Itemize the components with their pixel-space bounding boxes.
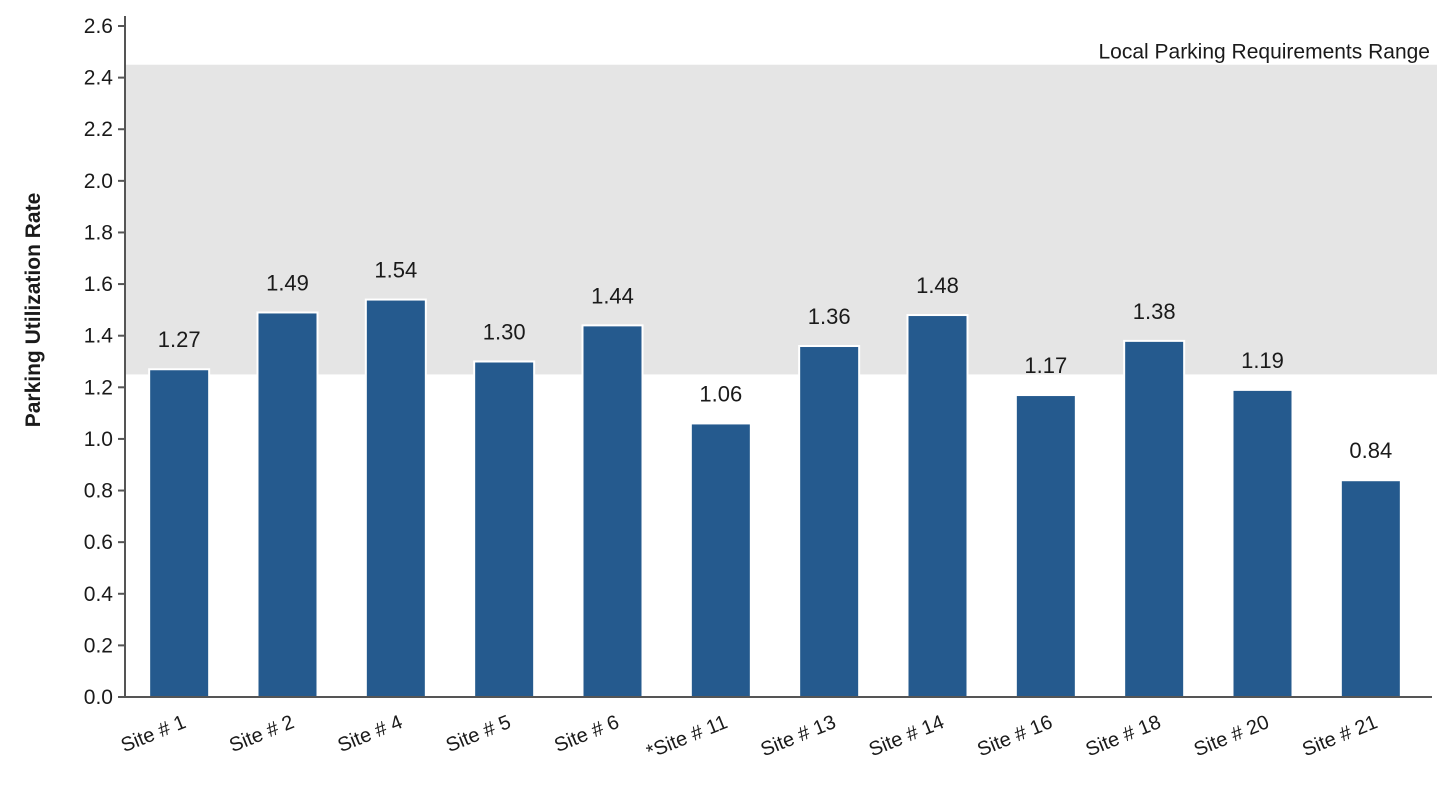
bar-value-label: 1.30 xyxy=(483,320,526,345)
x-tick-label: Site # 5 xyxy=(443,711,514,757)
bar-value-label: 1.54 xyxy=(374,258,417,283)
bar xyxy=(364,298,427,698)
requirements-range-label: Local Parking Requirements Range xyxy=(1098,41,1430,64)
bar xyxy=(1014,394,1077,698)
bar-value-label: 1.06 xyxy=(699,381,742,406)
x-axis: Site # 1 Site # 2 Site # 4 Site # 5 Site # 6… xyxy=(118,696,1432,764)
y-tick-label: 2.0 xyxy=(84,170,113,193)
bar xyxy=(256,311,319,698)
x-tick-label: Site # 13 xyxy=(758,711,839,761)
y-tick-label: 1.0 xyxy=(84,428,113,451)
x-tick-label: Site # 4 xyxy=(335,711,406,757)
bar xyxy=(1339,479,1402,699)
x-tick-label: Site # 20 xyxy=(1191,711,1272,761)
bars-group: 1.27 1.49 1.54 1.30 1.44 1.06 1.36 1.48 1.17 1.38… xyxy=(148,258,1402,699)
y-tick-label: 1.8 xyxy=(84,221,113,244)
x-tick-label: Site # 2 xyxy=(226,711,297,757)
bar-value-label: 1.49 xyxy=(266,270,309,295)
bar xyxy=(148,368,211,698)
y-axis-label: Parking Utilization Rate xyxy=(22,193,45,428)
x-tick-label: Site # 1 xyxy=(118,711,189,757)
x-tick-label: Site # 18 xyxy=(1083,711,1164,761)
y-tick-label: 2.6 xyxy=(84,15,113,38)
bar xyxy=(581,324,644,698)
y-tick-label: 1.4 xyxy=(84,325,114,348)
bar xyxy=(1231,388,1294,698)
bar xyxy=(473,360,536,698)
x-tick-label: *Site # 11 xyxy=(643,711,730,763)
y-tick-label: 0.0 xyxy=(84,686,113,709)
bar-value-label: 0.84 xyxy=(1349,438,1392,463)
bar xyxy=(906,314,969,698)
y-axis: 0.0 0.2 0.4 0.6 0.8 1.0 1.2 1.4 1.6 1.8 2.0 2.2 2.4 2… xyxy=(84,15,126,709)
bar-value-label: 1.27 xyxy=(158,327,201,352)
bar-value-label: 1.36 xyxy=(808,304,851,329)
x-tick-label: Site # 14 xyxy=(866,711,947,761)
x-tick-label: Site # 16 xyxy=(974,711,1055,761)
y-tick-label: 1.6 xyxy=(84,273,113,296)
bar xyxy=(689,422,752,698)
y-tick-label: 0.4 xyxy=(84,583,114,606)
bar-value-label: 1.44 xyxy=(591,283,634,308)
bar xyxy=(798,345,861,698)
y-tick-label: 1.2 xyxy=(84,376,113,399)
y-tick-label: 0.6 xyxy=(84,531,113,554)
bar-value-label: 1.38 xyxy=(1133,299,1176,324)
x-tick-label: Site # 21 xyxy=(1299,711,1380,761)
y-tick-label: 2.2 xyxy=(84,118,113,141)
x-tick-label: Site # 6 xyxy=(551,711,622,757)
y-tick-label: 2.4 xyxy=(84,67,114,90)
y-tick-label: 0.8 xyxy=(84,480,113,503)
y-tick-label: 0.2 xyxy=(84,634,113,657)
bar-value-label: 1.19 xyxy=(1241,348,1284,373)
bar xyxy=(1123,339,1186,698)
requirements-range-band xyxy=(125,64,1437,375)
bar-value-label: 1.48 xyxy=(916,273,959,298)
bar-value-label: 1.17 xyxy=(1024,353,1067,378)
